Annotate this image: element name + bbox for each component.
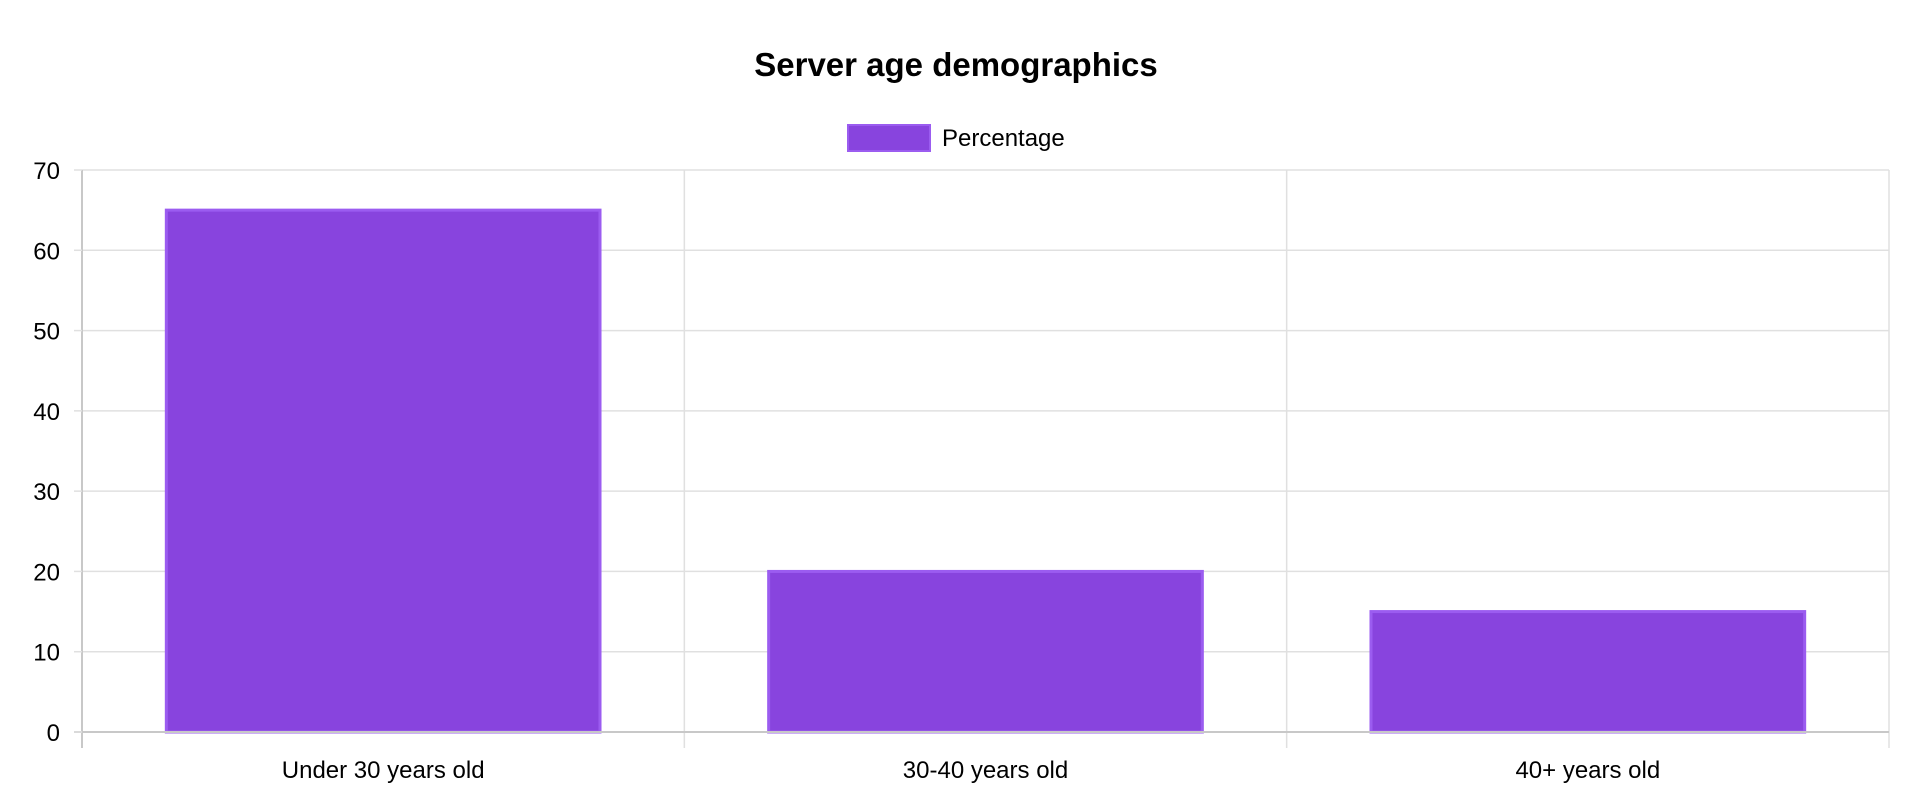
- legend-label-percentage[interactable]: Percentage: [942, 125, 1065, 152]
- x-tick-label: 40+ years old: [1515, 757, 1660, 784]
- y-tick-label: 10: [33, 640, 60, 667]
- x-axis-ticks: Under 30 years old 30-40 years old 40+ yea…: [282, 757, 1660, 784]
- y-tick-label: 20: [33, 559, 60, 586]
- y-tick-label: 0: [47, 720, 60, 747]
- legend-swatch-percentage[interactable]: [847, 124, 931, 152]
- y-tick-label: 60: [33, 238, 60, 265]
- y-tick-label: 30: [33, 479, 60, 506]
- y-tick-label: 50: [33, 319, 60, 346]
- chart-title: Server age demographics: [754, 46, 1158, 83]
- y-tick-label: 40: [33, 399, 60, 426]
- bar-40-years-old[interactable]: [1369, 610, 1807, 734]
- bar-under-30-years-old[interactable]: [164, 208, 602, 734]
- y-axis-ticks: 0 10 20 30 40 50 60 70: [33, 158, 82, 747]
- x-tick-label: 30-40 years old: [903, 757, 1068, 784]
- bar-30-40-years-old[interactable]: [767, 569, 1204, 734]
- bars: [164, 208, 1807, 734]
- x-tick-label: Under 30 years old: [282, 757, 485, 784]
- y-tick-label: 70: [33, 158, 60, 185]
- legend[interactable]: Percentage: [847, 124, 1065, 152]
